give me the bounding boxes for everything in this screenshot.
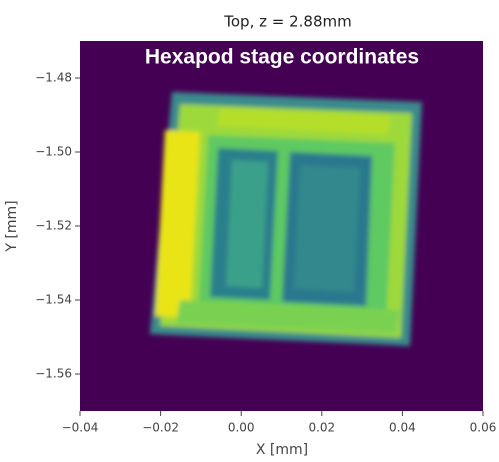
x-axis-label: X [mm] <box>256 442 308 458</box>
x-tick-label: 0.02 <box>308 421 335 435</box>
x-tick-label: 0.00 <box>228 421 255 435</box>
annotation: Hexapod stage coordinates <box>145 46 419 69</box>
x-tick-label: 0.06 <box>470 421 497 435</box>
chart-title: Top, z = 2.88mm <box>223 13 351 31</box>
x-tick-label: −0.02 <box>142 421 179 435</box>
y-tick-label: −1.52 <box>35 219 72 233</box>
y-tick-label: −1.54 <box>35 293 72 307</box>
x-tick-label: −0.04 <box>62 421 99 435</box>
y-tick-label: −1.56 <box>35 367 72 381</box>
y-tick-label: −1.48 <box>35 71 72 85</box>
heatmap-image <box>80 41 483 411</box>
x-tick-label: 0.04 <box>389 421 416 435</box>
y-tick-label: −1.50 <box>35 145 72 159</box>
y-axis-label: Y [mm] <box>4 200 20 252</box>
